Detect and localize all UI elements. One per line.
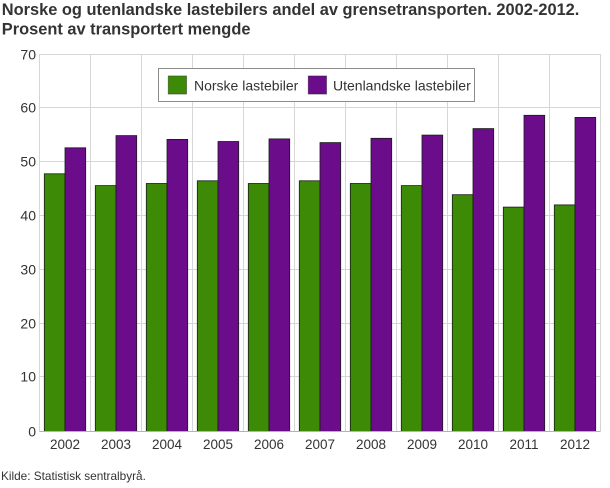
svg-text:2007: 2007 — [305, 437, 335, 452]
svg-text:Norske og utenlandske lastebil: Norske og utenlandske lastebilers andel … — [2, 1, 580, 19]
svg-text:2005: 2005 — [203, 437, 233, 452]
svg-text:60: 60 — [20, 100, 36, 116]
svg-text:2012: 2012 — [560, 437, 590, 452]
svg-text:Norske lastebiler: Norske lastebiler — [194, 77, 299, 93]
svg-text:Kilde: Statistisk sentralbyrå.: Kilde: Statistisk sentralbyrå. — [1, 469, 146, 483]
svg-text:2002: 2002 — [50, 437, 80, 452]
svg-text:2008: 2008 — [356, 437, 386, 452]
svg-text:30: 30 — [20, 262, 36, 278]
svg-text:40: 40 — [20, 208, 36, 224]
svg-text:20: 20 — [20, 316, 36, 332]
svg-text:2009: 2009 — [407, 437, 437, 452]
svg-text:Utenlandske lastebiler: Utenlandske lastebiler — [333, 77, 471, 93]
svg-text:2003: 2003 — [101, 437, 131, 452]
svg-text:2006: 2006 — [254, 437, 284, 452]
svg-text:10: 10 — [20, 369, 36, 385]
svg-text:0: 0 — [28, 424, 36, 440]
svg-text:2010: 2010 — [458, 437, 488, 452]
svg-text:2011: 2011 — [509, 437, 538, 452]
svg-text:2004: 2004 — [152, 437, 183, 452]
svg-text:70: 70 — [20, 47, 36, 63]
svg-text:50: 50 — [20, 154, 36, 170]
svg-text:Prosent av transportert mengde: Prosent av transportert mengde — [2, 21, 251, 39]
